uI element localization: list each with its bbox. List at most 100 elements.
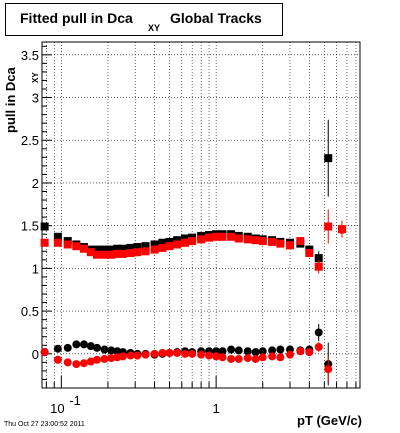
- data-point-circle: [165, 348, 174, 357]
- data-point-circle: [258, 353, 267, 362]
- x-axis-label: pT (GeV/c): [296, 413, 362, 428]
- data-point-circle: [86, 357, 95, 366]
- data-point-circle: [251, 348, 260, 357]
- data-point-circle: [243, 354, 252, 363]
- data-point-circle: [205, 351, 214, 360]
- data-point-circle: [234, 354, 243, 363]
- data-point-square: [79, 244, 88, 253]
- data-point-circle: [188, 349, 197, 358]
- data-point-circle: [268, 352, 277, 361]
- data-point-circle: [86, 342, 95, 351]
- data-point-circle: [218, 347, 227, 356]
- data-point-square: [133, 243, 142, 252]
- data-point-circle: [150, 349, 159, 358]
- data-point-square: [324, 154, 333, 163]
- data-point-circle: [296, 347, 305, 356]
- data-point-circle: [79, 359, 88, 368]
- data-point-circle: [100, 345, 109, 354]
- data-point-square: [296, 237, 305, 246]
- data-point-circle: [53, 355, 62, 364]
- chart-title-subscript: XY: [148, 23, 161, 33]
- data-point-square: [165, 237, 174, 246]
- data-point-square: [63, 240, 72, 249]
- data-point-square: [40, 222, 49, 231]
- y-axis-label-wrap: pull in Dca XY: [1, 43, 40, 133]
- data-point-square: [158, 238, 167, 247]
- data-point-circle: [314, 342, 323, 351]
- y-tick-label: 3.5: [21, 48, 39, 63]
- data-point-square: [113, 244, 122, 253]
- data-point-circle: [107, 346, 116, 355]
- data-point-circle: [305, 348, 314, 357]
- data-point-circle: [324, 365, 333, 374]
- data-point-circle: [218, 353, 227, 362]
- data-point-square: [188, 237, 197, 246]
- data-point-circle: [227, 354, 236, 363]
- data-point-square: [118, 244, 127, 253]
- data-point-square: [324, 222, 333, 231]
- timestamp-footer: Thu Oct 27 23:00:52 2011: [4, 421, 85, 428]
- data-point-square: [93, 245, 102, 254]
- data-point-square: [118, 249, 127, 258]
- y-tick-label: 1.5: [21, 219, 39, 234]
- y-axis-label-subscript: XY: [31, 72, 40, 83]
- data-point-circle: [53, 344, 62, 353]
- data-point-circle: [100, 354, 109, 363]
- data-point-square: [305, 249, 314, 258]
- data-point-square: [107, 250, 116, 259]
- data-point-square: [150, 245, 159, 254]
- data-point-circle: [243, 347, 252, 356]
- y-tick-label: 2.5: [21, 133, 39, 148]
- data-point-circle: [107, 354, 116, 363]
- data-point-square: [107, 245, 116, 254]
- data-point-square: [165, 242, 174, 251]
- data-point-square: [276, 239, 285, 248]
- data-point-circle: [72, 360, 81, 369]
- y-tick-label: 0: [32, 347, 39, 362]
- data-point-square: [181, 234, 190, 243]
- data-point-square: [181, 238, 190, 247]
- data-point-square: [150, 240, 159, 249]
- data-point-square: [126, 249, 135, 258]
- data-point-square: [227, 232, 236, 241]
- chart-title: Fitted pull in Dca: [20, 10, 133, 26]
- data-point-circle: [227, 345, 236, 354]
- data-point-square: [86, 248, 95, 257]
- data-point-circle: [181, 349, 190, 358]
- data-point-square: [234, 234, 243, 243]
- data-point-square: [113, 249, 122, 258]
- data-point-circle: [126, 351, 135, 360]
- data-point-square: [218, 232, 227, 241]
- y-tick-label: 0.5: [21, 304, 39, 319]
- data-point-square: [141, 247, 150, 256]
- data-point-circle: [268, 346, 277, 355]
- data-point-circle: [337, 225, 346, 234]
- data-point-square: [314, 254, 323, 263]
- data-point-circle: [234, 346, 243, 355]
- data-point-circle: [133, 351, 142, 360]
- chart-title-box: Fitted pull in Dca XY Global Tracks: [5, 3, 283, 36]
- data-point-square: [53, 232, 62, 241]
- data-point-circle: [79, 340, 88, 349]
- data-point-square: [258, 237, 267, 246]
- data-point-circle: [212, 352, 221, 361]
- data-point-square: [141, 242, 150, 251]
- y-tick-label: 1: [32, 261, 39, 276]
- y-axis-label: pull in Dca: [3, 67, 18, 133]
- data-point-square: [173, 236, 182, 245]
- data-point-circle: [258, 347, 267, 356]
- data-point-circle: [276, 345, 285, 354]
- data-point-circle: [63, 343, 72, 352]
- data-point-square: [205, 233, 214, 242]
- data-point-square: [100, 245, 109, 254]
- data-point-square: [243, 235, 252, 244]
- data-point-square: [173, 240, 182, 249]
- data-point-circle: [141, 350, 150, 359]
- data-point-square: [53, 238, 62, 247]
- data-point-square: [158, 243, 167, 252]
- data-point-circle: [93, 355, 102, 364]
- data-point-circle: [63, 358, 72, 367]
- data-point-square: [314, 262, 323, 271]
- y-tick-label: 3: [32, 91, 39, 106]
